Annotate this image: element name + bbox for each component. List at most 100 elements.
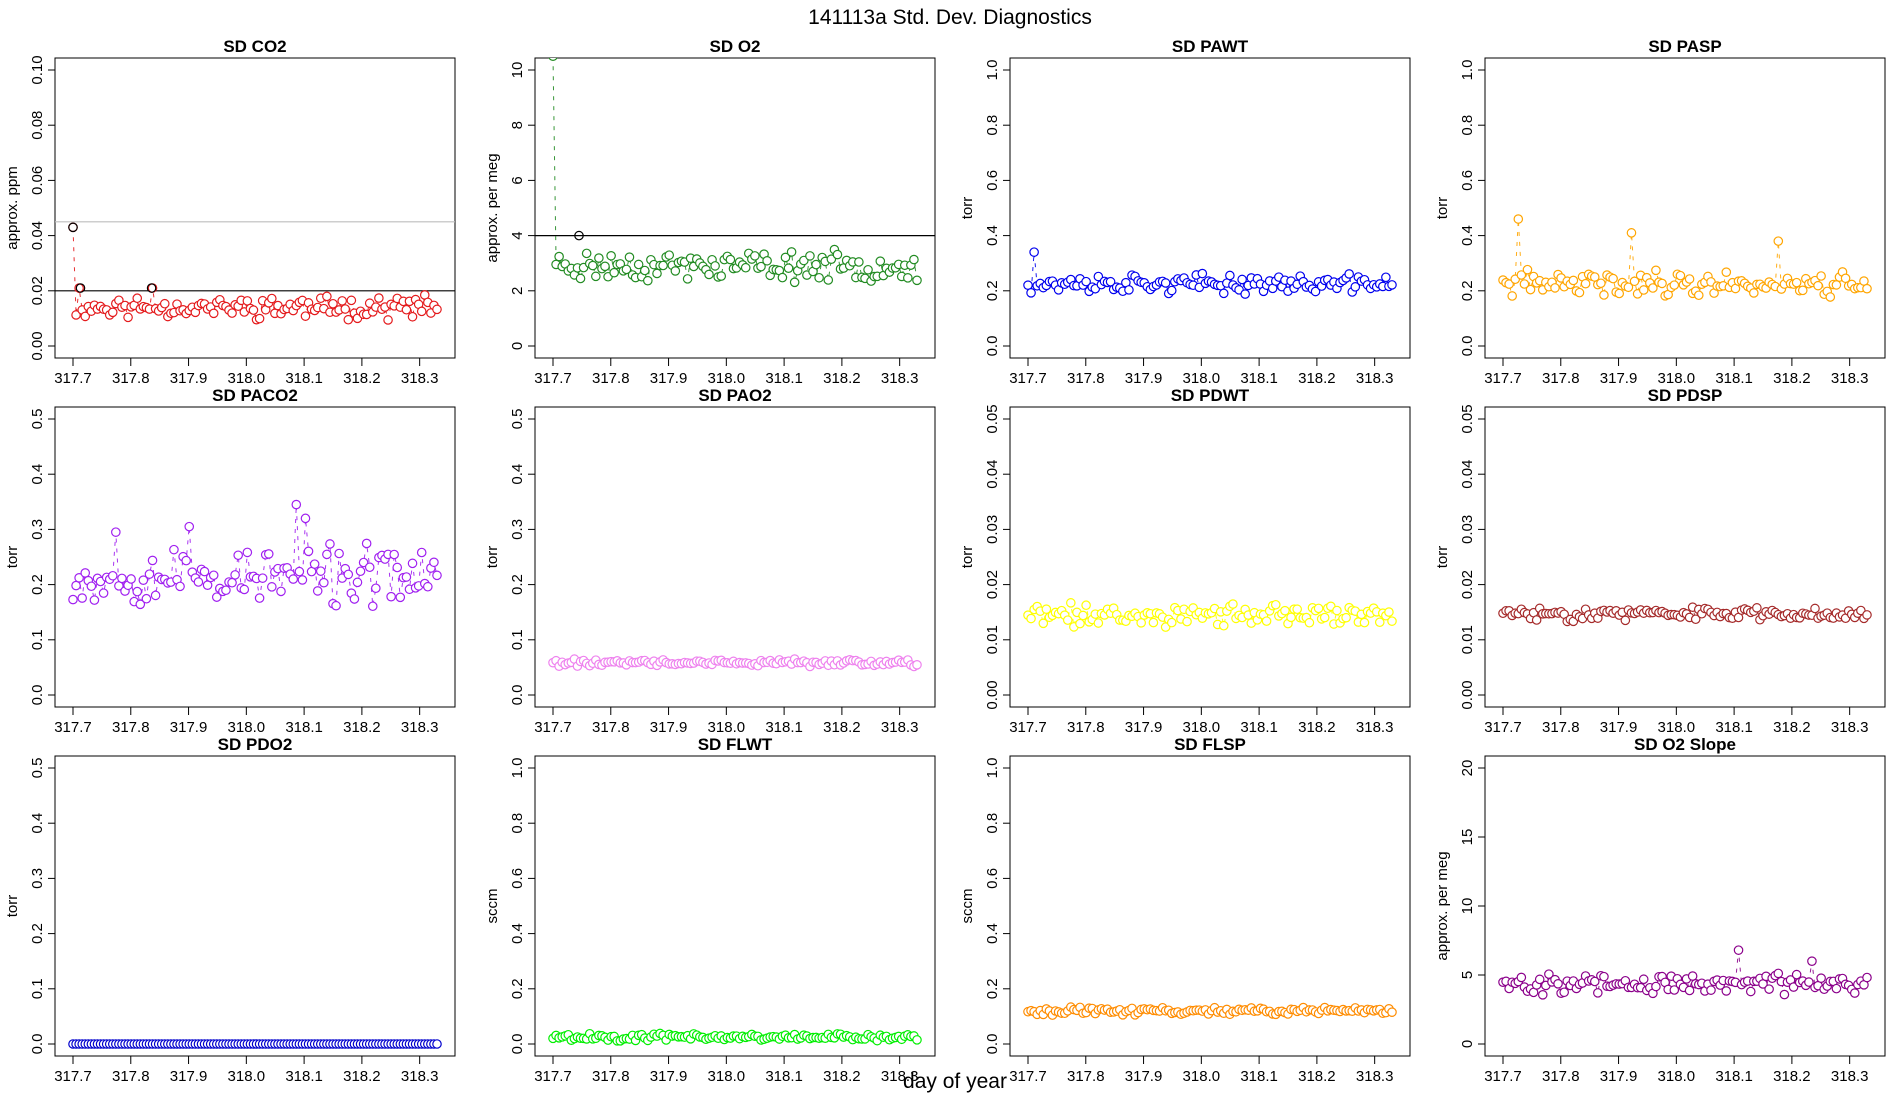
data-point bbox=[1559, 987, 1569, 998]
data-point bbox=[1684, 274, 1695, 284]
data-point bbox=[762, 255, 772, 266]
data-point bbox=[334, 548, 344, 559]
y-tick-label: 0.2 bbox=[984, 978, 1001, 999]
x-tick-label: 318.0 bbox=[1183, 719, 1221, 736]
x-tick-label: 318.2 bbox=[823, 719, 861, 736]
data-point bbox=[1816, 973, 1826, 983]
y-axis-label: torr bbox=[959, 197, 976, 220]
data-point bbox=[658, 260, 668, 271]
data-point bbox=[71, 310, 81, 320]
data-point bbox=[319, 577, 329, 588]
data-point bbox=[639, 265, 650, 276]
panel-title: SD FLSP bbox=[1174, 735, 1246, 754]
data-point bbox=[1669, 985, 1680, 995]
data-point bbox=[1614, 288, 1625, 299]
y-tick-label: 1.0 bbox=[984, 758, 1001, 779]
x-tick-label: 317.9 bbox=[1600, 1068, 1638, 1085]
y-tick-label: 0.00 bbox=[1459, 680, 1476, 709]
data-point bbox=[1350, 282, 1361, 292]
x-tick-label: 318.1 bbox=[1715, 370, 1753, 387]
data-point bbox=[777, 272, 788, 283]
plot-area bbox=[535, 58, 935, 288]
plot-frame bbox=[54, 57, 456, 359]
y-tick-label: 0.03 bbox=[984, 515, 1001, 544]
y-tick-label: 0.01 bbox=[1459, 625, 1476, 654]
data-point bbox=[664, 250, 675, 260]
y-tick-label: 0.01 bbox=[984, 625, 1001, 654]
data-point bbox=[1075, 618, 1085, 629]
data-point bbox=[805, 251, 815, 261]
y-tick-label: 0.02 bbox=[29, 276, 46, 305]
data-point bbox=[349, 594, 360, 604]
data-point bbox=[1623, 282, 1634, 293]
data-point bbox=[111, 527, 121, 537]
data-point bbox=[297, 575, 308, 585]
plot-area bbox=[1498, 945, 1872, 1000]
panel-sd-pdsp: SD PDSP torr 0.00 0.01 0.02 0.03 0.04 0.05 317.7… bbox=[1434, 386, 1886, 736]
data-point bbox=[242, 547, 253, 558]
data-point bbox=[1779, 989, 1790, 1000]
panel-sd-paco2: SD PACO2 torr 0.0 0.1 0.2 0.3 0.4 0.5 317.7 317.8… bbox=[4, 386, 456, 736]
data-point bbox=[395, 592, 406, 603]
data-point bbox=[581, 248, 592, 259]
x-tick-label: 317.7 bbox=[1484, 1068, 1522, 1085]
data-point bbox=[374, 293, 384, 303]
panel-sd-pasp: SD PASP torr 0.0 0.2 0.4 0.6 0.8 1.0 317.7 317.8 3… bbox=[1434, 37, 1886, 387]
data-point bbox=[1062, 615, 1073, 625]
data-point bbox=[756, 261, 766, 272]
data-point bbox=[710, 261, 720, 271]
data-point bbox=[300, 513, 311, 524]
data-point bbox=[432, 570, 442, 581]
x-tick-label: 317.7 bbox=[1009, 370, 1047, 387]
panel-title: SD PAWT bbox=[1172, 37, 1249, 56]
panel-title: SD CO2 bbox=[223, 37, 286, 56]
plot-area bbox=[548, 1028, 922, 1046]
plot-area bbox=[1023, 598, 1397, 632]
data-point bbox=[670, 266, 681, 276]
data-point bbox=[248, 305, 259, 315]
x-tick-label: 318.3 bbox=[1356, 1068, 1394, 1085]
y-axis-label: approx. per meg bbox=[484, 153, 501, 262]
data-point bbox=[1387, 616, 1397, 626]
x-tick-label: 318.0 bbox=[1183, 370, 1221, 387]
plot-area bbox=[1023, 247, 1397, 299]
data-point bbox=[337, 296, 347, 306]
data-point bbox=[912, 275, 922, 286]
data-point bbox=[1675, 270, 1686, 281]
data-point bbox=[132, 586, 143, 597]
plot-frame bbox=[1484, 57, 1886, 359]
figure-title: 141113a Std. Dev. Diagnostics bbox=[808, 6, 1092, 29]
data-point bbox=[227, 308, 237, 318]
data-point bbox=[1862, 283, 1872, 294]
data-point bbox=[1237, 274, 1247, 285]
y-tick-label: 10 bbox=[509, 62, 526, 79]
data-point bbox=[823, 275, 834, 285]
y-tick-label: 0.00 bbox=[984, 680, 1001, 709]
data-point bbox=[407, 558, 418, 569]
data-point bbox=[169, 544, 179, 555]
data-point bbox=[352, 577, 363, 588]
data-point bbox=[138, 575, 149, 585]
data-point bbox=[86, 581, 97, 592]
data-point bbox=[1081, 276, 1091, 287]
data-point bbox=[548, 58, 558, 61]
data-point bbox=[230, 570, 240, 580]
x-tick-label: 318.1 bbox=[285, 1068, 323, 1085]
data-point bbox=[303, 546, 314, 557]
data-point bbox=[1081, 600, 1091, 611]
plot-frame bbox=[54, 755, 456, 1057]
data-point bbox=[389, 549, 399, 560]
data-point bbox=[786, 247, 797, 257]
y-tick-label: 0.1 bbox=[509, 629, 526, 650]
y-tick-label: 0.8 bbox=[984, 115, 1001, 136]
y-tick-label: 0.2 bbox=[29, 574, 46, 595]
data-point bbox=[1519, 279, 1530, 289]
data-point bbox=[716, 271, 727, 281]
x-tick-label: 318.2 bbox=[823, 370, 861, 387]
panel-sd-flsp: SD FLSP sccm 0.0 0.2 0.4 0.6 0.8 1.0 317.7 317.8 3… bbox=[959, 735, 1411, 1085]
data-point bbox=[221, 585, 231, 596]
data-point bbox=[789, 277, 800, 288]
y-tick-label: 0.05 bbox=[984, 404, 1001, 433]
y-tick-label: 0.00 bbox=[29, 331, 46, 360]
panel-title: SD PAO2 bbox=[698, 386, 771, 405]
